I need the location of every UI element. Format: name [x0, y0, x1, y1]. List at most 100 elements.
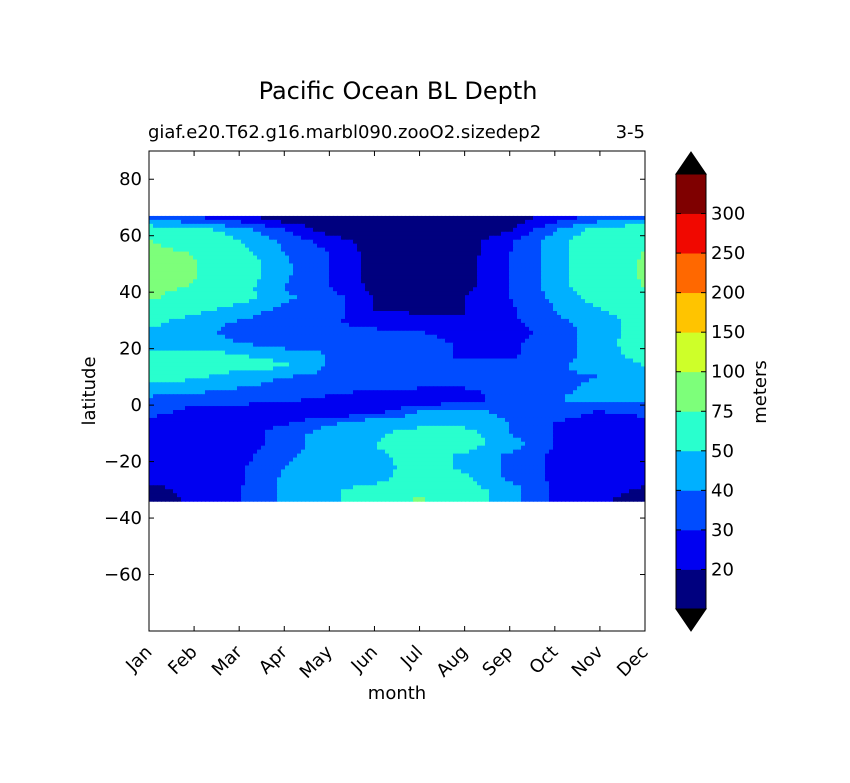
contour-cell: [381, 267, 386, 272]
contour-cell: [529, 322, 534, 328]
contour-cell: [149, 354, 154, 360]
contour-cell: [345, 358, 350, 364]
contour-cell: [245, 299, 250, 304]
contour-cell: [309, 354, 314, 360]
contour-cell: [629, 267, 634, 272]
contour-cell: [625, 271, 630, 276]
contour-cell: [221, 346, 226, 352]
contour-cell: [281, 223, 286, 229]
contour-cell: [153, 350, 158, 356]
contour-cell: [437, 219, 442, 225]
contour-cell: [425, 231, 430, 237]
contour-cell: [529, 318, 534, 324]
contour-cell: [193, 267, 198, 272]
contour-cell: [585, 291, 590, 296]
contour-cell: [293, 358, 298, 364]
contour-cell: [361, 271, 366, 276]
contour-cell: [369, 338, 374, 344]
contour-cell: [285, 362, 290, 368]
contour-cell: [393, 219, 398, 225]
contour-cell: [429, 350, 434, 356]
contour-cell: [629, 307, 634, 312]
contour-cell: [373, 219, 378, 225]
contour-cell: [577, 326, 582, 332]
contour-cell: [341, 255, 346, 261]
contour-cell: [609, 287, 614, 292]
contour-cell: [569, 311, 574, 316]
contour-cell: [629, 215, 634, 221]
contour-cell: [153, 366, 158, 372]
contour-cell: [421, 251, 426, 257]
contour-cell: [421, 303, 426, 308]
contour-cell: [433, 366, 438, 372]
contour-cell: [253, 346, 258, 352]
contour-cell: [397, 370, 402, 375]
contour-cell: [621, 215, 626, 221]
contour-cell: [617, 314, 622, 320]
contour-cell: [581, 311, 586, 316]
contour-cell: [429, 287, 434, 292]
contour-cell: [201, 283, 206, 288]
contour-cell: [313, 354, 318, 360]
contour-cell: [469, 342, 474, 348]
contour-cell: [525, 271, 530, 276]
contour-cell: [565, 338, 570, 344]
contour-cell: [485, 346, 490, 352]
contour-cell: [469, 215, 474, 221]
contour-cell: [637, 219, 642, 225]
contour-cell: [545, 275, 550, 280]
contour-cell: [329, 219, 334, 225]
contour-cell: [401, 346, 406, 352]
contour-cell: [281, 338, 286, 344]
contour-cell: [581, 366, 586, 372]
contour-cell: [189, 299, 194, 304]
contour-cell: [385, 283, 390, 288]
contour-cell: [429, 370, 434, 375]
contour-cell: [485, 271, 490, 276]
contour-cell: [325, 362, 330, 368]
contour-cell: [317, 251, 322, 257]
contour-cell: [597, 267, 602, 272]
contour-cell: [481, 283, 486, 288]
contour-cell: [425, 366, 430, 372]
contour-cell: [485, 239, 490, 245]
contour-cell: [501, 342, 506, 348]
contour-cell: [297, 311, 302, 316]
contour-cell: [301, 279, 306, 284]
contour-cell: [289, 350, 294, 356]
contour-cell: [333, 291, 338, 296]
contour-cell: [233, 239, 238, 245]
contour-cell: [405, 307, 410, 312]
contour-cell: [529, 346, 534, 352]
contour-cell: [281, 326, 286, 332]
contour-cell: [421, 227, 426, 233]
contour-cell: [453, 295, 458, 300]
contour-cell: [545, 311, 550, 316]
contour-cell: [481, 219, 486, 225]
contour-cell: [229, 318, 234, 324]
contour-cell: [437, 215, 442, 221]
contour-cell: [609, 318, 614, 324]
contour-cell: [445, 370, 450, 375]
contour-cell: [173, 322, 178, 328]
contour-cell: [553, 275, 558, 280]
contour-cell: [173, 346, 178, 352]
contour-cell: [365, 303, 370, 308]
contour-cell: [625, 370, 630, 375]
contour-cell: [229, 303, 234, 308]
contour-cell: [453, 247, 458, 253]
contour-cell: [341, 283, 346, 288]
contour-cell: [277, 219, 282, 225]
contour-cell: [533, 303, 538, 308]
contour-cell: [621, 239, 626, 245]
contour-cell: [597, 311, 602, 316]
contour-cell: [429, 303, 434, 308]
contour-cell: [525, 243, 530, 249]
contour-cell: [625, 295, 630, 300]
contour-cell: [605, 303, 610, 308]
contour-cell: [289, 287, 294, 292]
contour-cell: [577, 370, 582, 375]
contour-cell: [325, 287, 330, 292]
contour-cell: [569, 330, 574, 336]
contour-cell: [381, 231, 386, 237]
